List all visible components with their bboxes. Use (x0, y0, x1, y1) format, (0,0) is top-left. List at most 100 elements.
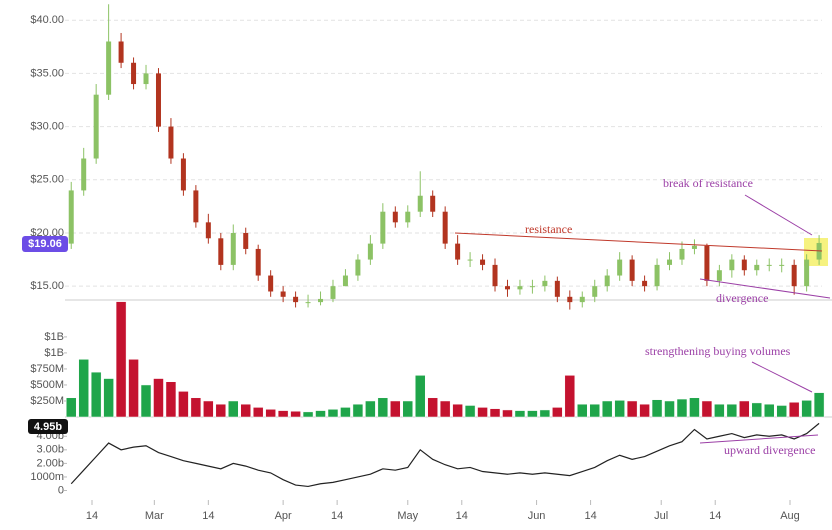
candle-body (193, 190, 199, 223)
candle-body (218, 238, 224, 265)
volume-bar (651, 399, 663, 418)
x-tick-label: Jul (654, 510, 668, 522)
volume-bar (390, 400, 401, 418)
candle-body (741, 259, 747, 271)
volume-tick-label: $500M (30, 379, 64, 391)
volume-bar (689, 397, 700, 418)
candle-body (168, 126, 174, 159)
obv-divergence-line (699, 434, 819, 444)
obv-badge-bg (28, 419, 68, 434)
volume-bar (240, 403, 251, 418)
candle-body (293, 296, 299, 303)
candle-body (542, 280, 548, 287)
volume-bar (714, 403, 725, 418)
annotation: upward divergence (724, 443, 815, 457)
candle-body (791, 264, 797, 287)
volume-bar (315, 410, 326, 418)
candle-body (143, 73, 149, 85)
volume-bar (564, 375, 576, 418)
volume-bar (365, 400, 376, 418)
volume-bar (788, 402, 800, 418)
candle-body (417, 195, 423, 212)
volume-bar (290, 410, 301, 418)
volume-bar (801, 400, 812, 418)
volume-bar (701, 400, 713, 418)
candle-body (691, 245, 697, 249)
volume-bar (601, 400, 613, 418)
volume-bar (340, 407, 351, 418)
volume-bar (489, 408, 501, 418)
volume-bar (414, 375, 426, 418)
candle-body (155, 73, 161, 127)
price-tick-label: $15.00 (30, 280, 64, 292)
x-tick-label: May (397, 510, 418, 522)
candle-body (779, 264, 785, 266)
candle-body (467, 259, 473, 261)
volume-bar (203, 400, 214, 418)
candle-body (554, 280, 560, 297)
candle-body (642, 280, 648, 287)
pointer-line (744, 194, 813, 236)
price-tick-label: $40.00 (30, 14, 64, 26)
volume-bar (664, 400, 675, 418)
volume-bar (527, 410, 538, 418)
candle-body (81, 158, 87, 191)
volume-bar (115, 301, 127, 418)
resistance-line (454, 232, 823, 252)
candle-body (804, 259, 810, 287)
volume-bar (265, 409, 276, 418)
candle-body (629, 259, 635, 281)
obv-tick-label: 3.00b (36, 444, 64, 456)
candle-body (131, 62, 137, 85)
volume-bar (402, 400, 414, 418)
volume-bar (763, 403, 775, 418)
volume-bar (65, 397, 77, 418)
candle-body (592, 286, 598, 297)
candle-body (243, 232, 249, 249)
candle-body (430, 195, 436, 212)
pointer-line (751, 361, 813, 393)
volume-bar (614, 400, 625, 418)
candle-body (579, 296, 585, 303)
candle-body (318, 298, 324, 303)
volume-bar (514, 410, 526, 418)
candle-body (330, 286, 336, 299)
volume-bar (352, 403, 364, 418)
x-tick-label: Apr (275, 510, 292, 522)
candle-body (180, 158, 186, 191)
volume-tick-label: $250M (30, 395, 64, 407)
volume-bar (676, 398, 688, 418)
volume-bar (464, 405, 476, 418)
volume-bar (78, 359, 89, 418)
candle-body (255, 248, 261, 276)
price-tick-label: $25.00 (30, 174, 64, 186)
volume-bar (577, 403, 588, 418)
x-tick-label: 14 (709, 510, 721, 522)
volume-bar (751, 402, 763, 418)
candle-body (68, 190, 74, 244)
volume-bar (165, 381, 177, 418)
volume-tick-label: $750M (30, 363, 64, 375)
volume-bar (726, 403, 738, 418)
volume-bar (452, 403, 463, 418)
volume-bar (103, 378, 114, 418)
volume-bar (439, 400, 451, 418)
volume-bar (277, 410, 289, 418)
volume-bar (190, 397, 202, 418)
obv-tick-label: 0 (58, 484, 64, 496)
candle-body (529, 286, 535, 288)
volume-bar (626, 400, 638, 418)
price-tick-label: $35.00 (30, 67, 64, 79)
volume-bar (589, 403, 600, 418)
x-tick-label: 14 (584, 510, 596, 522)
obv-tick-label: 2.00b (36, 457, 64, 469)
annotation: resistance (525, 222, 572, 236)
candle-body (380, 211, 386, 244)
x-tick-label: Jun (528, 510, 546, 522)
volume-bar (639, 403, 650, 418)
annotation: break of resistance (663, 176, 753, 190)
x-tick-label: 14 (456, 510, 468, 522)
candle-body (654, 264, 660, 287)
